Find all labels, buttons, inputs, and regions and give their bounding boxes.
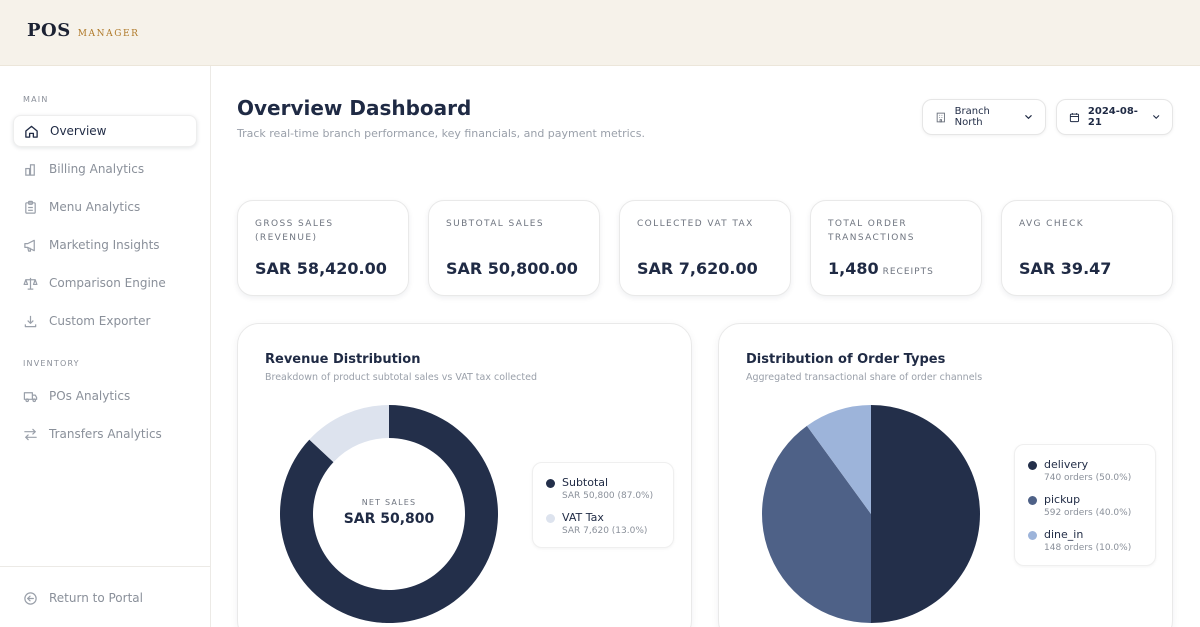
kpi-total-orders: TOTAL ORDER TRANSACTIONS 1,480 RECEIPTS <box>810 200 982 296</box>
top-bar: POS MANAGER <box>0 0 1200 66</box>
building-icon <box>936 112 945 122</box>
section-label-inventory: INVENTORY <box>23 359 80 368</box>
kpi-subtotal-sales: SUBTOTAL SALES SAR 50,800.00 <box>428 200 600 296</box>
sidebar-item-label: POs Analytics <box>49 389 131 403</box>
kpi-label: TOTAL ORDER TRANSACTIONS <box>828 219 915 243</box>
sidebar-item-overview[interactable]: Overview <box>13 115 197 147</box>
kpi-value-text: 1,480 <box>828 259 879 278</box>
legend-name: delivery <box>1044 458 1089 471</box>
sidebar-item-label: Transfers Analytics <box>49 427 162 441</box>
kpi-label: SUBTOTAL SALES <box>446 219 544 229</box>
branch-selector[interactable]: Branch North <box>922 99 1046 135</box>
date-picker-value: 2024-08-21 <box>1087 106 1138 128</box>
legend-dot <box>546 479 555 488</box>
transfer-arrows-icon <box>24 428 37 440</box>
legend-name: VAT Tax <box>562 511 604 524</box>
sidebar-footer: Return to Portal <box>0 566 210 627</box>
sidebar-item-custom-exporter[interactable]: Custom Exporter <box>13 305 197 337</box>
main-content: Overview Dashboard Track real-time branc… <box>211 66 1200 627</box>
kpi-collected-vat: COLLECTED VAT TAX SAR 7,620.00 <box>619 200 791 296</box>
kpi-avg-check: AVG CHECK SAR 39.47 <box>1001 200 1173 296</box>
donut-slice-vat-tax[interactable] <box>309 405 389 463</box>
section-label-main: MAIN <box>23 95 49 104</box>
brand-sub: MANAGER <box>77 29 140 39</box>
pie-slice-pickup[interactable] <box>762 425 871 623</box>
order-types-legend: delivery 740 orders (50.0%) pickup 592 o… <box>1014 444 1156 566</box>
sidebar: MAIN Overview Billing Analytics Menu Ana… <box>0 66 211 627</box>
back-arrow-circle-icon <box>24 591 37 605</box>
truck-icon <box>23 391 38 402</box>
legend-dot <box>1028 496 1037 505</box>
kpi-label: AVG CHECK <box>1019 219 1085 229</box>
calendar-icon <box>1069 112 1080 122</box>
kpi-gross-sales: GROSS SALES (REVENUE) SAR 58,420.00 <box>237 200 409 296</box>
sidebar-item-comparison-engine[interactable]: Comparison Engine <box>13 267 197 299</box>
order-types-card: Distribution of Order Types Aggregated t… <box>718 323 1173 627</box>
kpi-value-text: SAR 58,420.00 <box>255 259 387 278</box>
legend-detail: 592 orders (40.0%) <box>1044 508 1132 518</box>
legend-detail: SAR 50,800 (87.0%) <box>562 491 654 501</box>
bar-chart-icon <box>25 163 35 176</box>
legend-detail: SAR 7,620 (13.0%) <box>562 526 648 536</box>
kpi-unit: RECEIPTS <box>882 267 934 277</box>
revenue-legend: Subtotal SAR 50,800 (87.0%) VAT Tax SAR … <box>532 462 674 548</box>
legend-dot <box>1028 531 1037 540</box>
card-title: Revenue Distribution <box>265 352 421 367</box>
sidebar-item-label: Marketing Insights <box>49 238 160 252</box>
clipboard-icon <box>25 200 36 214</box>
branch-selector-value: Branch North <box>954 106 990 128</box>
kpi-value: 1,480 RECEIPTS <box>828 259 934 278</box>
sidebar-item-label: Comparison Engine <box>49 276 166 290</box>
legend-detail: 740 orders (50.0%) <box>1044 473 1132 483</box>
kpi-label: GROSS SALES (REVENUE) <box>255 219 334 243</box>
order-types-pie-chart <box>762 405 980 623</box>
sidebar-item-transfers-analytics[interactable]: Transfers Analytics <box>13 418 197 450</box>
pie-slice-dine-in[interactable] <box>806 405 871 514</box>
kpi-value: SAR 58,420.00 <box>255 259 387 278</box>
page-subtitle: Track real-time branch performance, key … <box>237 127 645 140</box>
brand-name: POS <box>27 20 71 41</box>
legend-name: pickup <box>1044 493 1081 506</box>
legend-dot <box>546 514 555 523</box>
return-to-portal-label: Return to Portal <box>49 591 143 605</box>
card-subtitle: Aggregated transactional share of order … <box>746 372 983 383</box>
kpi-label: COLLECTED VAT TAX <box>637 219 754 229</box>
page-title: Overview Dashboard <box>237 96 472 120</box>
sidebar-item-label: Custom Exporter <box>49 314 151 328</box>
kpi-value: SAR 7,620.00 <box>637 259 758 278</box>
sidebar-item-marketing-insights[interactable]: Marketing Insights <box>13 229 197 261</box>
revenue-distribution-card: Revenue Distribution Breakdown of produc… <box>237 323 692 627</box>
kpi-value: SAR 39.47 <box>1019 259 1111 278</box>
chevron-down-icon <box>1025 115 1032 120</box>
sidebar-item-menu-analytics[interactable]: Menu Analytics <box>13 191 197 223</box>
brand-logo[interactable]: POS MANAGER <box>27 20 140 41</box>
kpi-value: SAR 50,800.00 <box>446 259 578 278</box>
chevron-down-icon <box>1152 115 1159 120</box>
revenue-donut-chart: NET SALES SAR 50,800 <box>280 405 498 623</box>
pie-slice-delivery[interactable] <box>871 405 980 623</box>
return-to-portal-link[interactable]: Return to Portal <box>13 582 197 614</box>
home-icon <box>25 125 38 138</box>
scale-icon <box>23 277 38 290</box>
kpi-value-text: SAR 50,800.00 <box>446 259 578 278</box>
kpi-value-text: SAR 39.47 <box>1019 259 1112 278</box>
legend-dot <box>1028 461 1037 470</box>
download-icon <box>24 315 37 327</box>
megaphone-icon <box>24 239 35 252</box>
legend-name: Subtotal <box>562 476 609 489</box>
sidebar-item-label: Overview <box>50 124 107 138</box>
card-title: Distribution of Order Types <box>746 352 946 367</box>
sidebar-item-billing-analytics[interactable]: Billing Analytics <box>13 153 197 185</box>
donut-center-value: SAR 50,800 <box>344 511 435 527</box>
sidebar-item-label: Menu Analytics <box>49 200 141 214</box>
legend-name: dine_in <box>1044 528 1084 541</box>
donut-center-label: NET SALES <box>362 498 417 507</box>
date-picker[interactable]: 2024-08-21 <box>1056 99 1173 135</box>
kpi-value-text: SAR 7,620.00 <box>637 259 758 278</box>
legend-detail: 148 orders (10.0%) <box>1044 543 1132 553</box>
sidebar-item-pos-analytics[interactable]: POs Analytics <box>13 380 197 412</box>
card-subtitle: Breakdown of product subtotal sales vs V… <box>265 372 537 383</box>
sidebar-item-label: Billing Analytics <box>49 162 145 176</box>
donut-slice-subtotal[interactable] <box>280 405 498 623</box>
